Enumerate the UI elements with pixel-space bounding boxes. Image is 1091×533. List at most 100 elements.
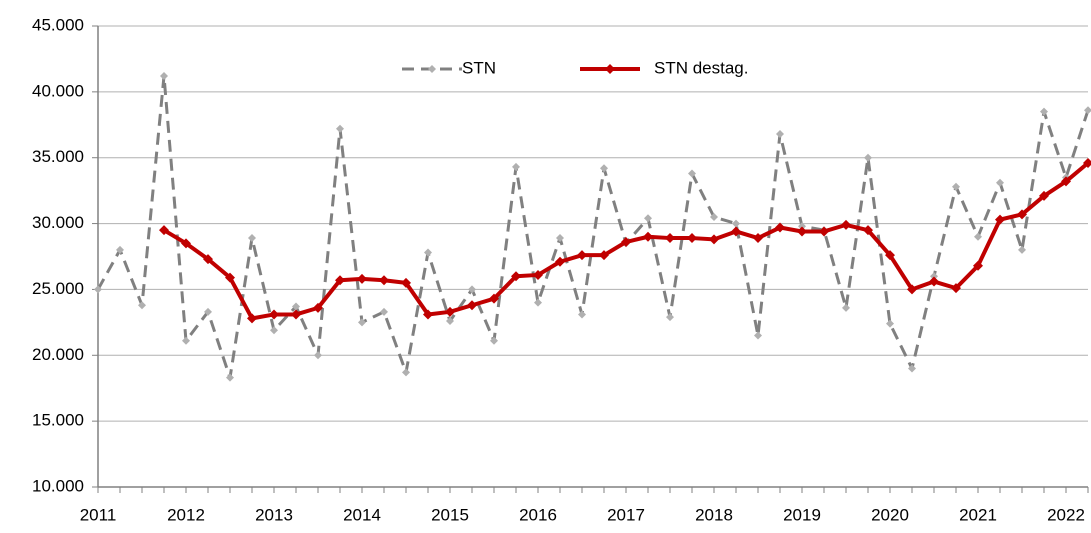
data-point [710,212,718,221]
data-point [864,153,872,162]
data-point [335,275,345,286]
data-point [159,225,169,236]
legend-marker [428,65,436,73]
y-tick-label: 30.000 [32,213,84,232]
data-point [600,164,608,173]
data-point [336,124,344,133]
data-point [116,245,124,254]
data-point [446,317,454,326]
x-tick-label: 2013 [255,505,293,524]
data-point [995,214,1005,225]
data-point [248,234,256,243]
data-point [292,302,300,311]
data-point [1061,176,1071,187]
data-point [886,319,894,328]
data-point [599,250,609,261]
y-tick-label: 45.000 [32,15,84,34]
data-point [467,300,477,311]
data-point [511,271,521,282]
data-point [776,130,784,139]
x-tick-label: 2020 [871,505,909,524]
data-point [930,272,938,281]
data-point [226,373,234,382]
data-point [160,72,168,81]
legend-label: STN destag. [654,58,749,77]
data-point [907,284,917,295]
data-point [380,307,388,316]
data-point [819,226,829,237]
data-point [753,233,763,244]
data-point [314,351,322,360]
data-point [533,269,543,280]
data-point [512,162,520,171]
data-point [270,326,278,335]
x-tick-label: 2011 [80,505,117,524]
data-point [732,219,740,228]
data-point [666,313,674,322]
data-point [357,273,367,284]
data-point [555,256,565,267]
data-point [94,285,102,294]
data-point [797,226,807,237]
data-point [731,226,741,237]
data-point [644,214,652,223]
data-point [578,310,586,319]
data-point [402,368,410,377]
legend-marker [605,64,615,74]
data-point [974,232,982,241]
data-point [643,231,653,242]
data-point [621,237,631,248]
data-point [313,302,323,313]
data-point [929,276,939,287]
data-point [401,277,411,288]
data-point [885,250,895,261]
data-point [225,272,235,283]
data-point [798,222,806,231]
data-point [908,364,916,373]
data-point [1084,106,1091,115]
data-point [754,331,762,340]
data-point [709,234,719,245]
data-point [841,219,851,230]
series-line [96,74,1090,380]
data-point [1039,190,1049,201]
data-point [996,178,1004,187]
data-point [379,275,389,286]
data-point [291,309,301,320]
data-point [973,260,983,271]
data-point [556,234,564,243]
data-point [534,298,542,307]
data-point [358,318,366,327]
data-point [775,222,785,233]
data-point [181,238,191,249]
x-tick-label: 2015 [431,505,469,524]
x-tick-label: 2012 [167,505,205,524]
y-tick-label: 35.000 [32,147,84,166]
y-tick-label: 15.000 [32,411,84,430]
data-point [247,313,257,324]
data-point [577,250,587,261]
data-point [952,182,960,191]
x-tick-label: 2017 [607,505,645,524]
data-point [204,307,212,316]
y-tick-label: 10.000 [32,476,84,495]
data-point [269,309,279,320]
data-point [468,285,476,294]
data-point [490,336,498,345]
data-point [1017,209,1027,220]
y-tick-label: 25.000 [32,279,84,298]
data-point [1040,107,1048,116]
data-point [423,309,433,320]
data-point [687,233,697,244]
data-point [951,283,961,294]
data-point [445,306,455,317]
x-tick-label: 2021 [959,505,997,524]
y-tick-label: 40.000 [32,81,84,100]
x-tick-label: 2018 [695,505,733,524]
data-point [424,248,432,257]
x-tick-label: 2019 [783,505,821,524]
data-point [665,233,675,244]
data-point [863,225,873,236]
data-point [1083,157,1091,168]
x-tick-label: 2022 [1047,505,1085,524]
